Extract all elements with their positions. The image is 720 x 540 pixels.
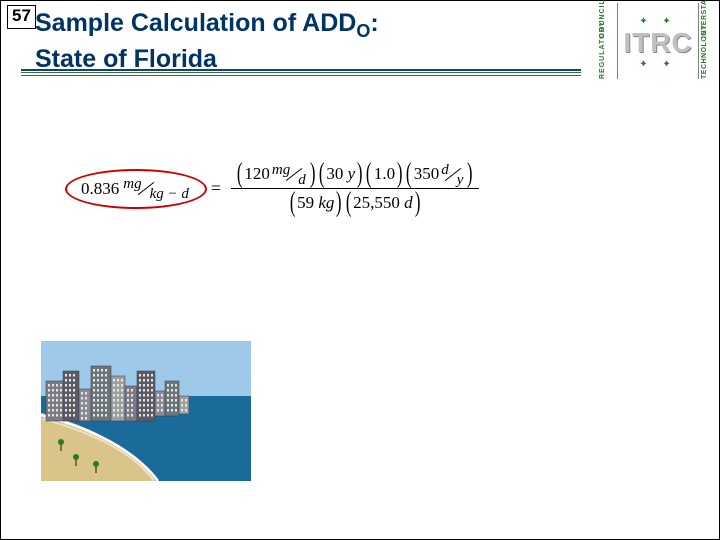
- fraction-bar: [231, 188, 479, 189]
- num-t1-unit-n: mg: [272, 162, 290, 178]
- beach-city-illustration: [41, 341, 251, 481]
- num-t2-unit: y: [348, 164, 356, 184]
- rhs-fraction: ( 120 mgd ) ( 30 y ) ( 1.0 ) ( 350 dy ) …: [231, 161, 479, 216]
- logo-left-band: COUNCIL REGULATORY: [597, 1, 617, 81]
- den-t1-unit: kg: [318, 193, 334, 213]
- lhs-unit-num: mg: [123, 176, 141, 192]
- num-t4-val: 350: [414, 164, 440, 184]
- logo-stars-top: ✦ ✦: [619, 16, 697, 27]
- num-t4-unit-n: d: [441, 162, 449, 178]
- equation: 0.836 mgkg − d = ( 120 mgd ) ( 30 y ) ( …: [71, 161, 611, 216]
- den-t2-val: 25,550: [353, 193, 400, 213]
- title-text-1: Sample Calculation of ADD: [35, 9, 356, 37]
- lhs-unit-den: kg − d: [150, 186, 189, 202]
- num-t4-unit-d: y: [457, 172, 464, 188]
- slide-title: Sample Calculation of ADDO: State of Flo…: [35, 9, 555, 73]
- title-sub: O: [356, 21, 370, 41]
- logo-right-bottom: TECHNOLOGY: [701, 44, 717, 79]
- denominator: ( 59 kg ) ( 25,550 d ): [284, 190, 426, 216]
- den-t1-val: 59: [297, 193, 314, 213]
- lhs: 0.836 mgkg − d: [71, 175, 201, 203]
- numerator: ( 120 mgd ) ( 30 y ) ( 1.0 ) ( 350 dy ): [231, 161, 479, 187]
- num-t3-val: 1.0: [374, 164, 395, 184]
- logo-left-bottom: REGULATORY: [599, 44, 615, 79]
- logo-right-band: INTERSTATE TECHNOLOGY: [699, 1, 719, 81]
- title-text-1b: :: [370, 9, 378, 37]
- num-t1-unit-d: d: [298, 172, 306, 188]
- itrc-logo: COUNCIL REGULATORY ✦ ✦ ITRC ✦ ✦ INTERSTA…: [597, 1, 719, 81]
- den-t2-unit: d: [404, 193, 413, 213]
- equals-sign: =: [211, 178, 221, 199]
- logo-center: ✦ ✦ ITRC ✦ ✦: [619, 16, 697, 70]
- title-underline: [21, 69, 581, 76]
- logo-divider-left: [617, 3, 618, 79]
- lhs-unit: mgkg − d: [121, 180, 191, 197]
- slide-number: 57: [7, 5, 36, 29]
- num-t1-val: 120: [244, 164, 270, 184]
- num-t2-val: 30: [326, 164, 343, 184]
- logo-stars-bottom: ✦ ✦: [619, 59, 697, 70]
- logo-text: ITRC: [619, 27, 697, 59]
